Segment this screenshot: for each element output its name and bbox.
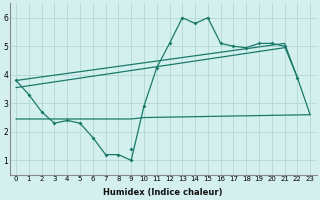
X-axis label: Humidex (Indice chaleur): Humidex (Indice chaleur) [103,188,223,197]
